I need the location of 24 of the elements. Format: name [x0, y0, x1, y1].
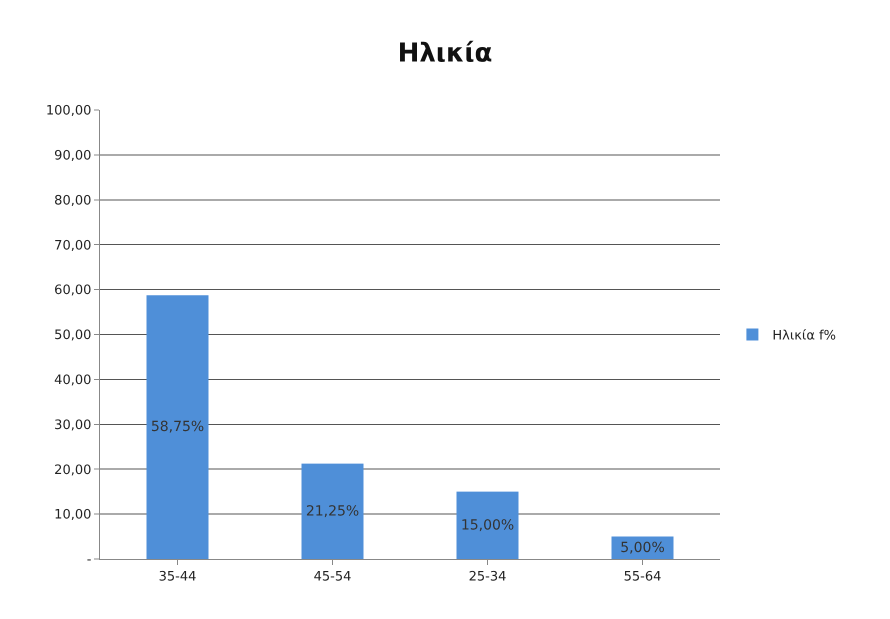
y-tick-label: 100,00	[46, 104, 92, 119]
y-tick-label: 80,00	[54, 193, 92, 208]
chart-title: Ηλικία	[398, 38, 492, 69]
data-label: 58,75%	[150, 419, 204, 436]
data-label: 15,00%	[460, 517, 514, 534]
y-tick-label: 10,00	[54, 508, 92, 523]
x-tick-label: 25-34	[468, 570, 506, 585]
y-tick-label: 30,00	[54, 418, 92, 433]
y-tick-label: -	[86, 552, 92, 568]
bar	[456, 492, 518, 559]
bar	[302, 464, 364, 559]
bar	[146, 295, 208, 559]
y-tick-label: 60,00	[54, 283, 92, 298]
legend-label: Ηλικία f%	[772, 328, 836, 344]
y-tick-label: 20,00	[54, 462, 92, 478]
y-tick-label: 70,00	[54, 238, 92, 254]
y-tick-label: 50,00	[54, 328, 92, 344]
y-tick-label: 90,00	[54, 148, 92, 164]
data-label: 21,25%	[306, 503, 360, 520]
x-tick-label: 45-54	[314, 570, 352, 585]
x-tick-label: 55-64	[624, 570, 662, 585]
data-label: 5,00%	[620, 540, 665, 556]
y-tick-label: 40,00	[54, 372, 92, 388]
x-tick-label: 35-44	[158, 570, 196, 585]
